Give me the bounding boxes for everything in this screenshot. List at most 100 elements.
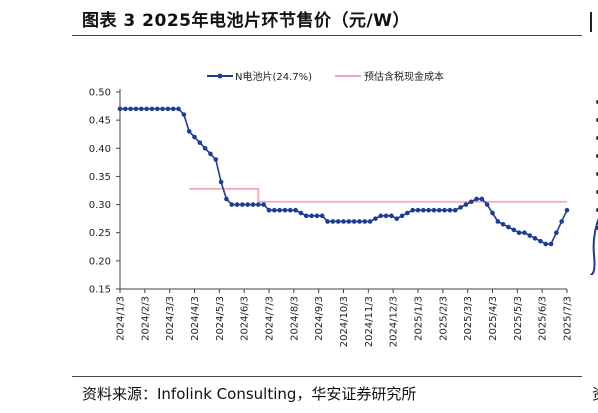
series-n-point — [357, 219, 362, 224]
series-n-point — [367, 219, 373, 224]
series-n-point — [346, 219, 352, 224]
series-n-point — [527, 233, 533, 238]
series-n-point — [516, 230, 522, 236]
x-tick-label: 2025/4/3 — [488, 296, 499, 341]
x-tick-label: 2024/4/3 — [190, 296, 201, 341]
top-rule — [72, 35, 582, 36]
series-n-point — [298, 210, 304, 216]
series-n-point — [186, 129, 192, 134]
y-tick-label: 0.45 — [89, 116, 111, 127]
series-n-point — [138, 106, 144, 112]
legend-cost-label: 预估含税现金成本 — [364, 70, 444, 83]
source-note: 资料来源：Infolink Consulting，华安证券研究所 — [82, 385, 417, 403]
series-n-point — [468, 199, 474, 205]
series-n-point — [213, 157, 219, 162]
series-n-point — [559, 219, 564, 224]
cropped-source-char: 资 — [592, 383, 598, 404]
legend: N电池片(24.7%) 预估含税现金成本 — [207, 70, 444, 83]
series-n-point — [506, 224, 511, 230]
series-n-point — [458, 205, 463, 210]
y-tick-label: 0.15 — [89, 285, 111, 296]
series-n-point — [490, 210, 495, 216]
series-n-point — [224, 196, 229, 202]
x-tick-label: 2024/3/3 — [165, 296, 176, 341]
series-n-point — [415, 207, 421, 213]
series-n-point — [564, 207, 570, 213]
series-n-point — [399, 213, 405, 219]
series-n-point — [144, 106, 149, 112]
x-tick-label: 2025/1/3 — [414, 296, 425, 341]
series-n-point — [532, 236, 538, 241]
series-n-point — [197, 140, 203, 145]
series-n-point — [511, 227, 517, 233]
series-n-point — [250, 202, 256, 207]
x-tick-label: 2025/7/3 — [563, 296, 574, 341]
series-n-point — [319, 213, 325, 219]
figure-title: 图表 3 2025年电池片环节售价（元/W） — [82, 11, 410, 31]
series-n-point — [554, 230, 559, 236]
y-tick-label: 0.30 — [89, 200, 111, 211]
series-n-point — [272, 207, 277, 213]
legend-n-marker — [217, 73, 223, 79]
series-cost-layer — [189, 187, 567, 203]
x-tick-label: 2025/2/3 — [438, 296, 449, 341]
series-n-point — [484, 202, 490, 207]
series-n-point — [394, 216, 400, 221]
x-tick-label: 2024/8/3 — [289, 296, 300, 341]
series-n-point — [176, 106, 181, 112]
series-n-point — [181, 112, 187, 117]
series-n-point — [431, 207, 437, 213]
legend-n-label: N电池片(24.7%) — [235, 70, 312, 83]
series-n-point — [128, 106, 133, 112]
series-n-point — [500, 221, 506, 227]
series-n-point — [314, 213, 320, 219]
y-tick-label: 0.20 — [89, 256, 111, 267]
series-n-point — [452, 207, 458, 213]
series-n-point — [474, 196, 479, 202]
x-tick-label: 2024/5/3 — [215, 296, 226, 341]
series-n-point — [165, 106, 171, 112]
series-n-point — [436, 207, 442, 213]
series-n-point — [234, 202, 240, 207]
series-n-point — [522, 230, 527, 236]
series-n-point — [447, 207, 453, 213]
y-tick-label: 0.50 — [89, 88, 111, 99]
series-n-point — [548, 241, 554, 247]
series-n-point — [543, 241, 549, 247]
x-tick-label: 2025/3/3 — [463, 296, 474, 341]
series-n-point — [362, 219, 368, 224]
y-axis: 0.50 0.45 0.40 0.35 0.30 0.25 0.20 0.15 — [89, 88, 121, 296]
series-n-point — [463, 202, 469, 207]
y-tick-label: 0.25 — [89, 228, 111, 239]
series-n-point — [410, 207, 415, 213]
series-n-point — [421, 207, 426, 213]
series-n-point — [149, 106, 155, 112]
series-n-point — [170, 106, 176, 112]
x-axis: 2024/1/3 2024/2/3 2024/3/3 2024/4/3 2024/5/3… — [116, 288, 574, 347]
x-tick-label: 2024/12/3 — [389, 296, 400, 347]
series-n-point — [538, 238, 543, 244]
cropped-panel-edge — [590, 12, 598, 32]
series-n-point — [495, 219, 501, 224]
series-n-point — [378, 213, 384, 219]
series-n-point — [479, 196, 485, 202]
bottom-rule — [72, 376, 582, 377]
series-n-point — [293, 207, 298, 213]
series-n-point — [266, 207, 272, 213]
series-n-point — [389, 213, 394, 219]
series-n-point — [383, 213, 389, 219]
series-n-point — [405, 210, 410, 216]
series-n-point — [341, 219, 346, 224]
series-n-point — [154, 106, 160, 112]
series-n-point — [133, 106, 139, 112]
x-tick-label: 2024/2/3 — [140, 296, 151, 341]
series-n-point — [229, 202, 235, 207]
series-cost-line — [189, 187, 567, 203]
series-n-point — [192, 134, 197, 140]
series-n-point — [208, 151, 213, 157]
series-n-point — [335, 219, 341, 224]
series-n-point — [123, 106, 128, 112]
series-n-point — [330, 219, 336, 224]
series-n-point — [282, 207, 288, 213]
